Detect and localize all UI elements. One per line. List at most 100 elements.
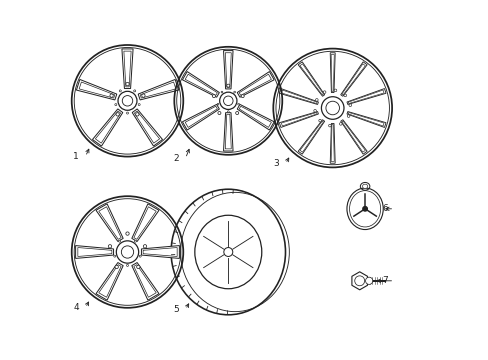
Polygon shape [281,112,316,126]
Text: 5: 5 [173,305,179,314]
Polygon shape [279,112,318,127]
Polygon shape [300,64,323,95]
Text: 6: 6 [381,204,387,213]
Circle shape [221,91,223,93]
Polygon shape [341,64,365,95]
Polygon shape [239,74,271,95]
Circle shape [339,122,342,125]
Circle shape [126,112,128,114]
Polygon shape [92,109,122,146]
Text: 2: 2 [173,154,179,163]
Polygon shape [134,265,156,297]
Circle shape [315,99,318,101]
Polygon shape [279,89,318,104]
Circle shape [119,90,121,92]
Circle shape [126,264,128,266]
Circle shape [219,92,237,109]
Polygon shape [134,207,156,239]
Polygon shape [347,112,383,126]
Polygon shape [122,49,133,89]
Polygon shape [132,109,162,146]
Circle shape [143,245,146,248]
Circle shape [136,265,140,269]
Polygon shape [185,74,217,95]
Polygon shape [134,111,159,143]
Polygon shape [237,104,274,130]
Text: 7: 7 [381,276,387,285]
Circle shape [321,97,343,119]
Ellipse shape [194,215,261,289]
Circle shape [139,255,141,257]
Circle shape [119,240,121,242]
Circle shape [224,248,232,256]
Circle shape [110,94,113,97]
Circle shape [133,90,136,92]
Circle shape [212,95,215,98]
Ellipse shape [346,188,383,230]
Circle shape [108,245,111,248]
Circle shape [318,119,321,122]
Polygon shape [347,90,383,104]
Polygon shape [237,72,274,97]
Circle shape [135,113,139,116]
Circle shape [233,91,235,93]
Circle shape [241,95,244,98]
Circle shape [328,124,330,127]
Text: 3: 3 [273,159,279,168]
Circle shape [235,112,238,114]
Polygon shape [99,265,121,297]
Polygon shape [95,111,121,143]
Polygon shape [138,80,178,100]
Polygon shape [141,246,179,258]
Circle shape [227,111,229,112]
Polygon shape [329,123,334,163]
Circle shape [226,84,229,87]
Polygon shape [341,121,365,152]
Polygon shape [76,80,117,100]
Circle shape [346,115,349,117]
Ellipse shape [171,189,285,315]
Polygon shape [340,120,366,154]
Polygon shape [96,262,123,300]
Polygon shape [78,248,112,256]
Polygon shape [225,114,231,149]
Circle shape [134,240,136,242]
Circle shape [116,241,139,263]
Circle shape [362,207,366,211]
Text: 4: 4 [73,303,79,312]
Circle shape [365,277,372,284]
Circle shape [237,103,239,105]
Polygon shape [330,125,334,162]
Polygon shape [298,62,324,96]
Polygon shape [140,82,176,98]
Circle shape [118,91,137,110]
Circle shape [122,96,132,106]
Circle shape [333,89,336,92]
Polygon shape [185,106,217,127]
Circle shape [125,82,129,86]
Polygon shape [329,53,334,93]
Polygon shape [239,106,271,127]
Polygon shape [182,104,219,130]
Polygon shape [143,248,177,256]
Polygon shape [223,113,233,151]
Circle shape [121,246,133,258]
Polygon shape [300,121,323,152]
Polygon shape [281,90,316,104]
Circle shape [223,96,233,105]
Polygon shape [225,53,231,87]
Circle shape [343,94,346,97]
Circle shape [354,276,364,286]
Circle shape [323,91,325,94]
Circle shape [115,104,117,105]
Polygon shape [132,204,159,242]
Circle shape [125,232,129,235]
Circle shape [217,103,219,105]
Text: 1: 1 [73,152,79,161]
Circle shape [138,104,140,105]
Circle shape [325,101,339,115]
Circle shape [116,113,119,116]
Polygon shape [346,112,385,127]
Circle shape [218,112,221,114]
Polygon shape [182,72,219,97]
